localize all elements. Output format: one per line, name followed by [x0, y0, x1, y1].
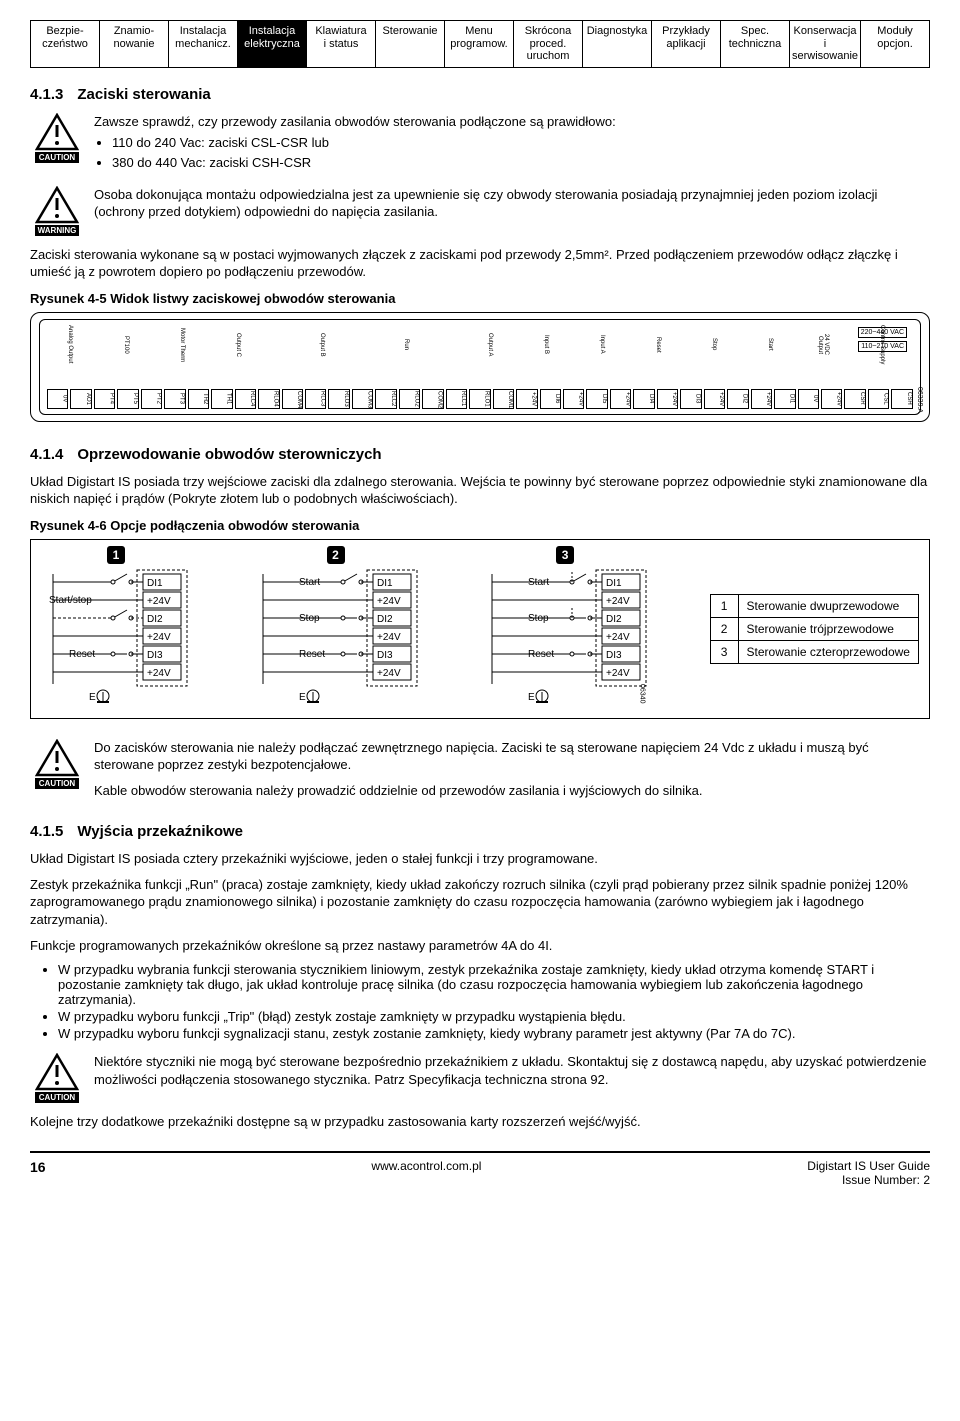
- sec413-para: Zaciski sterowania wykonane są w postaci…: [30, 246, 930, 281]
- svg-text:Start: Start: [299, 577, 320, 588]
- svg-text:DI1: DI1: [147, 578, 163, 589]
- svg-text:Start/stop: Start/stop: [49, 595, 92, 606]
- caution2-p2: Kable obwodów sterowania należy prowadzi…: [94, 782, 930, 800]
- section-414-heading: 4.1.4Oprzewodowanie obwodów sterowniczyc…: [30, 446, 930, 463]
- footer-issue: Issue Number: 2: [807, 1173, 930, 1187]
- figure-4-5-caption: Rysunek 4-5 Widok listwy zaciskowej obwo…: [30, 291, 930, 306]
- topnav-tab[interactable]: Znamio- nowanie: [100, 21, 169, 67]
- svg-text:E: E: [89, 692, 96, 703]
- sec415-p3: Funkcje programowanych przekaźników okre…: [30, 937, 930, 955]
- footer-doc: Digistart IS User Guide: [807, 1159, 930, 1173]
- svg-text:+24V: +24V: [606, 596, 630, 607]
- topnav-tab[interactable]: Przykłady aplikacji: [652, 21, 721, 67]
- svg-text:06340.A: 06340.A: [639, 684, 646, 704]
- warning-icon: WARNING: [30, 186, 84, 236]
- circuit-diagrams: 1 DI1+24VDI2+24VDI3+24VEStart/stopReset …: [30, 539, 930, 719]
- section-413-heading: 4.1.3Zaciski sterowania: [30, 86, 930, 103]
- terminal-strip-diagram: Analog OutputPT100Motor ThermOutput COut…: [30, 312, 930, 422]
- topnav-tab[interactable]: Bezpie- czeństwo: [31, 21, 100, 67]
- svg-text:+24V: +24V: [377, 632, 401, 643]
- caution2-p1: Do zacisków sterowania nie należy podłąc…: [94, 739, 930, 774]
- topnav-tab[interactable]: Menu programow.: [445, 21, 514, 67]
- legend-table: 1Sterowanie dwuprzewodowe2Sterowanie tró…: [710, 594, 919, 664]
- circuit-1: 1 DI1+24VDI2+24VDI3+24VEStart/stopReset: [41, 554, 191, 704]
- sec415-b1: W przypadku wybrania funkcji sterowania …: [58, 962, 930, 1007]
- svg-text:+24V: +24V: [147, 668, 171, 679]
- caution-bullet-2: 380 do 440 Vac: zaciski CSH-CSR: [112, 154, 930, 172]
- svg-text:Reset: Reset: [528, 649, 554, 660]
- svg-text:Reset: Reset: [299, 649, 325, 660]
- svg-text:DI2: DI2: [377, 614, 393, 625]
- svg-text:+24V: +24V: [606, 632, 630, 643]
- circuit-2: 2 DI1+24VDI2+24VDI3+24VEStartStopReset: [251, 554, 421, 704]
- svg-text:DI1: DI1: [377, 578, 393, 589]
- svg-text:DI2: DI2: [606, 614, 622, 625]
- caution-bullet-1: 110 do 240 Vac: zaciski CSL-CSR lub: [112, 134, 930, 152]
- footer-url: www.acontrol.com.pl: [46, 1159, 808, 1187]
- topnav-tab[interactable]: Spec. techniczna: [721, 21, 790, 67]
- svg-text:Stop: Stop: [299, 613, 320, 624]
- topnav-tab[interactable]: Instalacja mechanicz.: [169, 21, 238, 67]
- svg-text:DI3: DI3: [147, 650, 163, 661]
- svg-text:E: E: [528, 692, 535, 703]
- sec415-caution-text: Niektóre styczniki nie mogą być sterowan…: [94, 1053, 930, 1103]
- svg-text:DI2: DI2: [147, 614, 163, 625]
- sec415-p2: Zestyk przekaźnika funkcji „Run" (praca)…: [30, 876, 930, 929]
- caution-icon: CAUTION: [30, 113, 84, 176]
- sec415-b2: W przypadku wyboru funkcji „Trip" (błąd)…: [58, 1009, 930, 1024]
- topnav-tab[interactable]: Sterowanie: [376, 21, 445, 67]
- svg-text:DI1: DI1: [606, 578, 622, 589]
- topnav: Bezpie- czeństwoZnamio- nowanieInstalacj…: [30, 20, 930, 68]
- warning-text: Osoba dokonująca montażu odpowiedzialna …: [94, 186, 930, 236]
- svg-text:DI3: DI3: [606, 650, 622, 661]
- topnav-tab[interactable]: Skrócona proced. uruchom: [514, 21, 583, 67]
- svg-text:Stop: Stop: [528, 613, 549, 624]
- page-number: 16: [30, 1159, 46, 1187]
- caution-intro: Zawsze sprawdź, czy przewody zasilania o…: [94, 114, 616, 129]
- circuit-3: 3 DI1+24VDI2+24VDI3+24VEStartStopReset06…: [480, 554, 650, 704]
- svg-text:DI3: DI3: [377, 650, 393, 661]
- section-415-heading: 4.1.5Wyjścia przekaźnikowe: [30, 823, 930, 840]
- sec415-last: Kolejne trzy dodatkowe przekaźniki dostę…: [30, 1113, 930, 1131]
- caution-icon: CAUTION: [30, 739, 84, 808]
- svg-text:+24V: +24V: [606, 668, 630, 679]
- caution-icon: CAUTION: [30, 1053, 84, 1103]
- svg-text:+24V: +24V: [147, 596, 171, 607]
- topnav-tab[interactable]: Instalacja elektryczna: [238, 21, 307, 67]
- svg-text:+24V: +24V: [377, 596, 401, 607]
- svg-text:+24V: +24V: [377, 668, 401, 679]
- svg-text:E: E: [299, 692, 306, 703]
- topnav-tab[interactable]: Konserwacja i serwisowanie: [790, 21, 861, 67]
- page-footer: 16 www.acontrol.com.pl Digistart IS User…: [30, 1151, 930, 1187]
- topnav-tab[interactable]: Klawiatura i status: [307, 21, 376, 67]
- figure-4-6-caption: Rysunek 4-6 Opcje podłączenia obwodów st…: [30, 518, 930, 533]
- svg-text:Reset: Reset: [69, 649, 95, 660]
- sec414-intro: Układ Digistart IS posiada trzy wejściow…: [30, 473, 930, 508]
- svg-text:Start: Start: [528, 577, 549, 588]
- svg-text:+24V: +24V: [147, 632, 171, 643]
- topnav-tab[interactable]: Diagnostyka: [583, 21, 652, 67]
- topnav-tab[interactable]: Moduły opcjon.: [861, 21, 929, 67]
- sec415-b3: W przypadku wyboru funkcji sygnalizacji …: [58, 1026, 930, 1041]
- sec415-p1: Układ Digistart IS posiada cztery przeka…: [30, 850, 930, 868]
